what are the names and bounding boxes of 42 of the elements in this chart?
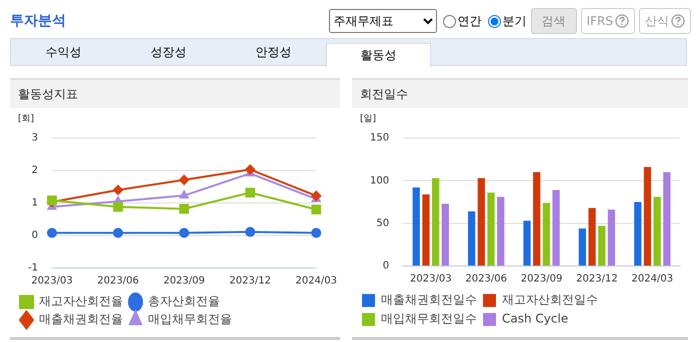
legend-label: 매출채권회전일수	[381, 292, 477, 307]
x-tick-label: 2023/06	[97, 276, 139, 287]
legend-label: 매입채무회전일수	[381, 312, 477, 326]
y-tick-label: 0	[32, 230, 38, 242]
legend-label: Cash Cycle	[502, 312, 568, 326]
text: 연간	[456, 12, 482, 30]
y-tick-label: 50	[376, 218, 390, 229]
text: 활동성	[326, 43, 431, 67]
x-tick-label: 2023/12	[576, 274, 618, 285]
text: 분기	[502, 12, 527, 30]
y-tick-label: 3	[32, 132, 38, 144]
text: 성장성	[150, 44, 188, 61]
legend-label: 매출채권회전율	[39, 312, 123, 326]
legend-label: 재고자산회전일수	[502, 292, 598, 307]
y-tick-label: 0	[382, 260, 390, 272]
text: 주재무제표	[328, 9, 437, 33]
text: 산식	[639, 8, 691, 34]
y-tick-label: -1	[28, 262, 38, 274]
text: IFRS	[580, 8, 635, 34]
x-tick-label: 2023/03	[410, 274, 452, 285]
text: 검색	[530, 8, 577, 34]
y-tick-label: 2	[32, 165, 38, 176]
legend-label: 매입채무회전율	[148, 312, 232, 326]
x-tick-label: 2023/09	[163, 276, 205, 287]
text: 안정성	[254, 44, 292, 61]
y-tick-label: 150	[370, 132, 390, 144]
x-tick-label: 2023/09	[520, 274, 562, 285]
x-tick-label: 2024/03	[632, 274, 674, 285]
x-tick-label: 2023/12	[229, 276, 271, 287]
y-axis-title: [일]	[360, 113, 376, 125]
chart-subtitle: 회전일수	[352, 80, 688, 108]
x-tick-label: 2024/03	[295, 276, 337, 287]
text: 투자분석	[10, 12, 66, 30]
x-tick-label: 2023/06	[465, 274, 507, 285]
y-tick-label: 1	[32, 198, 38, 209]
y-axis-title: [회]	[18, 113, 34, 125]
text: 수익성	[44, 44, 82, 61]
legend-label: 재고자산회전율	[39, 294, 123, 308]
legend-label: 총자산회전율	[148, 294, 220, 308]
x-tick-label: 2023/03	[31, 276, 73, 287]
y-tick-label: 100	[370, 175, 390, 186]
chart-subtitle: 활동성지표	[10, 80, 340, 108]
